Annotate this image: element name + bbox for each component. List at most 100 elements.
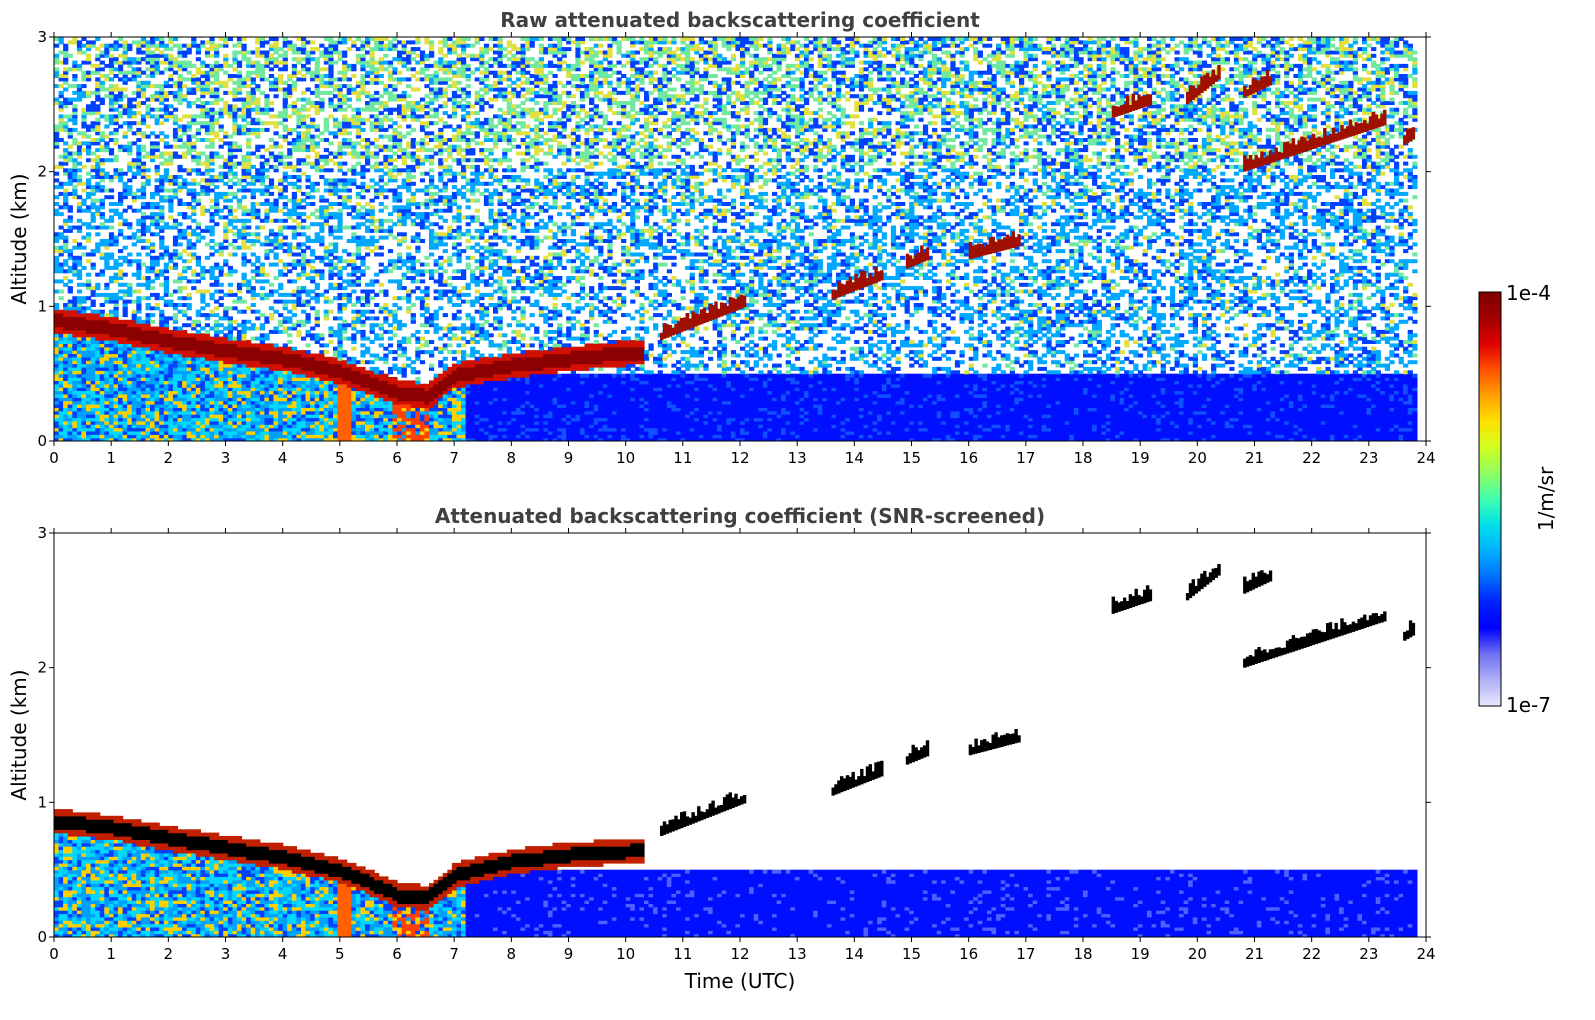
heat-cell [209, 326, 215, 331]
heat-cell [145, 350, 151, 355]
heat-cell [150, 53, 156, 58]
heat-cell [287, 212, 293, 217]
heat-cell [223, 427, 229, 432]
heat-cell [63, 276, 69, 280]
heat-cell [218, 124, 224, 129]
heat-cell [305, 114, 311, 119]
heat-cell [200, 366, 206, 371]
heat-cell [145, 340, 151, 344]
heat-cell [163, 400, 169, 405]
heat-cell [163, 329, 169, 334]
heat-cell [278, 60, 284, 65]
heat-cell [154, 37, 160, 41]
heat-cell [236, 353, 243, 358]
heat-cell [182, 127, 188, 132]
heat-cell [131, 171, 137, 176]
heat-cell [200, 407, 206, 412]
heat-cell [150, 259, 156, 264]
heat-cell [291, 306, 297, 311]
heat-cell [95, 417, 101, 422]
heat-cell [54, 410, 60, 415]
heat-cell [154, 63, 160, 68]
heat-cell [104, 316, 110, 321]
heat-cell [90, 397, 96, 402]
heat-cell [108, 370, 115, 375]
heat-cell [328, 63, 334, 68]
heat-cell [86, 43, 92, 48]
heat-cell [200, 43, 206, 48]
heat-cell [154, 414, 160, 419]
heat-cell [268, 151, 275, 156]
heat-cell [342, 370, 348, 375]
heat-cell [264, 127, 270, 132]
heat-cell [342, 188, 348, 193]
heat-cell [310, 336, 316, 341]
heat-cell [255, 366, 261, 371]
heat-cell [268, 67, 275, 72]
heat-cell [333, 380, 339, 385]
heat-cell [99, 427, 105, 432]
heat-cell [108, 87, 115, 92]
heat-cell [227, 208, 233, 213]
heat-cell [140, 134, 147, 139]
heat-cell [241, 111, 247, 116]
heat-cell [255, 50, 261, 55]
heat-cell [163, 286, 169, 291]
heat-cell [86, 134, 92, 139]
heat-cell [323, 168, 329, 173]
heat-cell [241, 424, 247, 429]
heat-cell [127, 262, 133, 267]
heat-cell [58, 407, 64, 412]
heat-cell [195, 168, 201, 173]
heat-cell [236, 437, 243, 441]
heat-cell [122, 303, 128, 307]
heat-cell [337, 141, 343, 146]
heat-cell [241, 279, 247, 284]
heat-cell [182, 424, 188, 429]
heat-cell [333, 202, 339, 206]
heat-cell [236, 161, 243, 166]
heat-cell [200, 387, 206, 392]
heat-cell [214, 370, 220, 375]
heat-cell [163, 97, 169, 102]
heat-cell [195, 370, 201, 375]
heat-cell [227, 363, 233, 368]
heat-cell [268, 404, 275, 408]
heat-cell [72, 121, 78, 126]
heat-cell [81, 265, 87, 270]
heat-cell [191, 144, 197, 149]
heat-cell [310, 222, 316, 227]
heat-cell [323, 57, 329, 62]
heat-cell [218, 97, 224, 102]
heat-cell [291, 370, 297, 375]
heat-cell [150, 407, 156, 412]
heat-cell [278, 350, 284, 355]
heat-cell [282, 299, 288, 304]
heat-cell [232, 340, 238, 344]
heat-cell [291, 198, 297, 203]
heat-cell [200, 292, 206, 297]
heat-cell [99, 414, 105, 419]
heat-cell [127, 60, 133, 65]
heat-cell [154, 171, 160, 176]
heat-cell [108, 218, 115, 223]
heat-cell [287, 164, 293, 169]
heat-cell [268, 373, 275, 378]
heat-cell [90, 414, 96, 419]
heat-cell [113, 168, 119, 173]
heat-cell [319, 373, 325, 378]
heat-cell [314, 430, 320, 435]
heat-cell [67, 101, 73, 105]
heat-cell [301, 255, 307, 260]
heat-cell [214, 101, 220, 105]
heat-cell [67, 218, 73, 223]
heat-cell [86, 437, 92, 441]
heat-cell [136, 323, 142, 328]
heat-cell [67, 377, 73, 381]
heat-cell [113, 158, 119, 163]
heat-cell [131, 309, 137, 314]
heat-cell [118, 215, 124, 220]
heat-cell [333, 131, 339, 136]
heat-cell [287, 181, 293, 186]
heat-cell [246, 390, 252, 395]
